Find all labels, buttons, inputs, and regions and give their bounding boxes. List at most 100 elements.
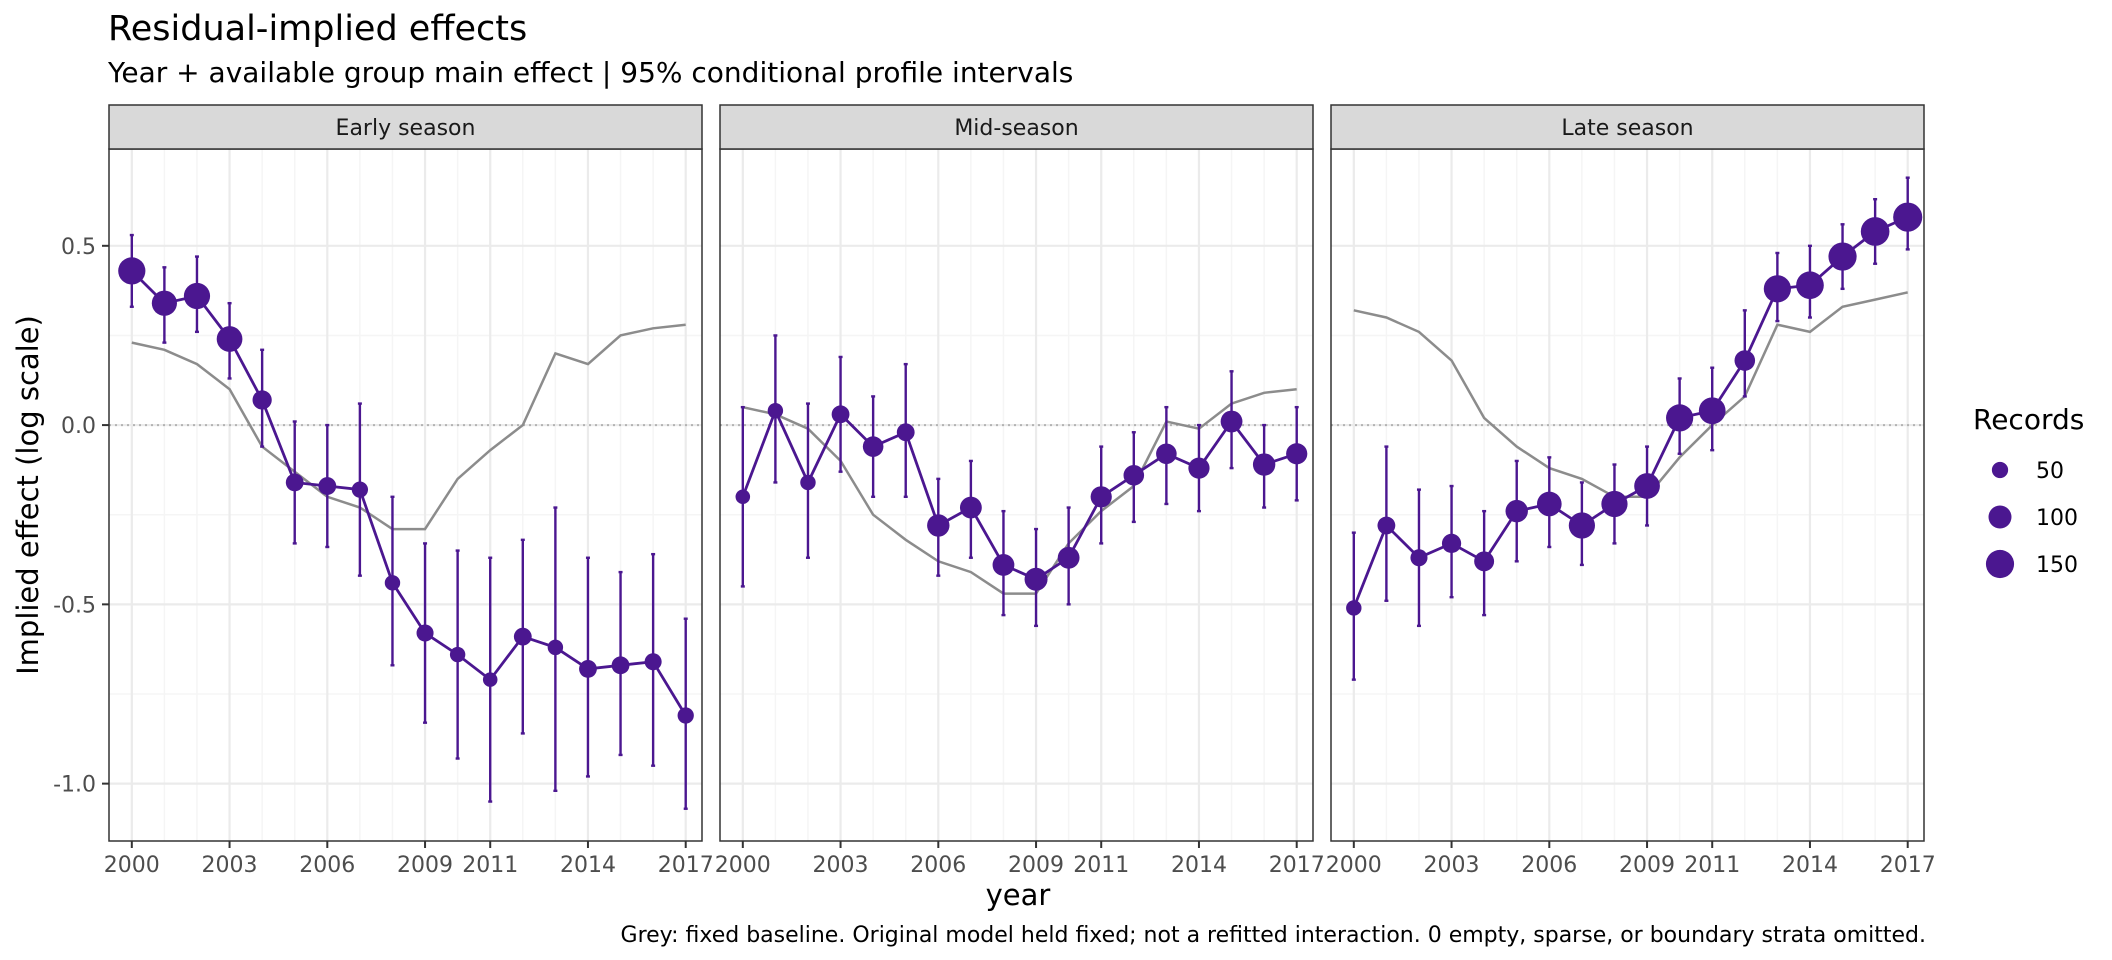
estimate-point — [1828, 242, 1857, 271]
strip-background — [719, 104, 1314, 150]
estimate-point — [1346, 600, 1362, 616]
facet-panel-3: Late season 2000 2003 2006 2009 2011 2014 2017 — [1326, 104, 1936, 878]
estimate-point — [1377, 516, 1396, 535]
estimate-point — [1410, 549, 1428, 567]
estimate-point — [1763, 275, 1791, 303]
strip-label: Early season — [336, 116, 476, 141]
estimate-point — [896, 423, 915, 442]
estimate-point — [1601, 490, 1628, 518]
estimate-point — [1057, 546, 1080, 569]
strip-background — [108, 104, 703, 150]
estimate-point — [862, 436, 884, 457]
estimate-point — [1188, 457, 1210, 479]
legend-label: 150 — [2036, 553, 2078, 578]
estimate-point — [183, 282, 211, 310]
estimate-point — [1090, 486, 1112, 508]
estimate-point — [482, 672, 498, 687]
estimate-point — [1666, 404, 1694, 432]
facet-panel-2: Mid-season 2000 2003 2006 2009 2011 2014 2017 — [715, 104, 1325, 878]
baseline-line — [131, 323, 686, 531]
estimate-point — [416, 624, 434, 642]
estimate-point — [831, 405, 850, 424]
legend-title: Records — [1973, 403, 2084, 436]
y-axis: -1.0 -0.5 0.0 0.5 — [53, 235, 109, 798]
estimate-point — [677, 707, 694, 724]
facet-panels: Early season 2000 2003 2006 2009 2011 2014 2017… — [104, 104, 1936, 878]
x-tick-label: 2003 — [1424, 853, 1480, 878]
caption: Grey: fixed baseline. Original model hel… — [621, 923, 1926, 948]
x-tick-label: 2003 — [813, 853, 869, 878]
x-tick-label: 2011 — [462, 853, 518, 878]
legend: Records 50 100 150 — [1973, 403, 2084, 579]
estimate-point — [1286, 443, 1308, 465]
estimate-point — [1796, 271, 1824, 300]
estimate-point — [1156, 443, 1177, 465]
estimate-point — [611, 656, 630, 675]
facet-panel-1: Early season 2000 2003 2006 2009 2011 2014 2017 — [104, 104, 714, 878]
strip-background — [1330, 104, 1925, 150]
baseline-line — [742, 387, 1297, 595]
estimate-point — [1634, 473, 1660, 499]
strip-label: Late season — [1561, 116, 1693, 141]
estimate-point — [449, 646, 466, 663]
estimate-point — [1505, 499, 1528, 523]
estimate-point — [1698, 397, 1726, 425]
legend-key — [1985, 549, 2015, 579]
legend-key — [1988, 505, 2012, 529]
x-tick-label: 2006 — [1521, 853, 1577, 878]
estimate-point — [351, 481, 369, 498]
strip-label: Mid-season — [954, 116, 1078, 141]
estimate-point — [216, 326, 243, 352]
panel-background — [109, 149, 702, 841]
estimate-point — [151, 290, 177, 316]
x-axis-title: year — [986, 878, 1051, 912]
estimate-point — [1441, 533, 1462, 554]
estimate-point — [1024, 567, 1048, 591]
y-tick-label: -1.0 — [53, 773, 96, 798]
x-tick-label: 2006 — [299, 853, 355, 878]
estimate-point — [285, 473, 304, 492]
estimate-point — [118, 257, 146, 285]
x-tick-label: 2011 — [1684, 853, 1740, 878]
x-tick-label: 2000 — [1326, 853, 1382, 878]
panel-background — [720, 149, 1313, 841]
legend-label: 50 — [2036, 459, 2064, 484]
estimate-point — [1734, 350, 1756, 371]
estimate-point — [927, 514, 950, 537]
estimate-point — [1568, 512, 1595, 539]
estimate-point — [1893, 202, 1923, 232]
estimate-point — [384, 575, 401, 591]
baseline-line — [1353, 291, 1908, 499]
x-tick-label: 2009 — [1619, 853, 1675, 878]
estimate-point — [318, 477, 337, 495]
chart-title: Residual-implied effects — [108, 9, 527, 49]
x-tick-label: 2006 — [910, 853, 966, 878]
estimate-point — [959, 496, 982, 519]
x-tick-label: 2017 — [1880, 853, 1936, 878]
estimate-point — [1474, 551, 1495, 572]
y-axis-title: Implied effect (log scale) — [11, 315, 45, 675]
y-tick-label: -0.5 — [53, 593, 96, 618]
x-tick-label: 2017 — [658, 853, 714, 878]
x-tick-label: 2000 — [104, 853, 160, 878]
y-tick-label: 0.0 — [61, 414, 96, 439]
estimate-point — [1123, 464, 1145, 486]
estimate-point — [1220, 410, 1243, 433]
estimate-point — [513, 627, 532, 646]
estimate-point — [1536, 491, 1562, 517]
estimate-point — [800, 474, 816, 491]
estimate-point — [644, 653, 662, 671]
estimate-point — [767, 403, 784, 419]
legend-key — [1991, 461, 2009, 479]
x-tick-label: 2011 — [1073, 853, 1129, 878]
x-tick-label: 2009 — [397, 853, 453, 878]
estimate-point — [735, 489, 751, 505]
x-tick-label: 2014 — [560, 853, 616, 878]
estimate-point — [992, 554, 1015, 576]
estimate-point — [1860, 217, 1890, 246]
x-tick-label: 2014 — [1171, 853, 1227, 878]
estimate-point — [252, 390, 272, 410]
estimate-point — [579, 659, 597, 678]
x-tick-label: 2000 — [715, 853, 771, 878]
